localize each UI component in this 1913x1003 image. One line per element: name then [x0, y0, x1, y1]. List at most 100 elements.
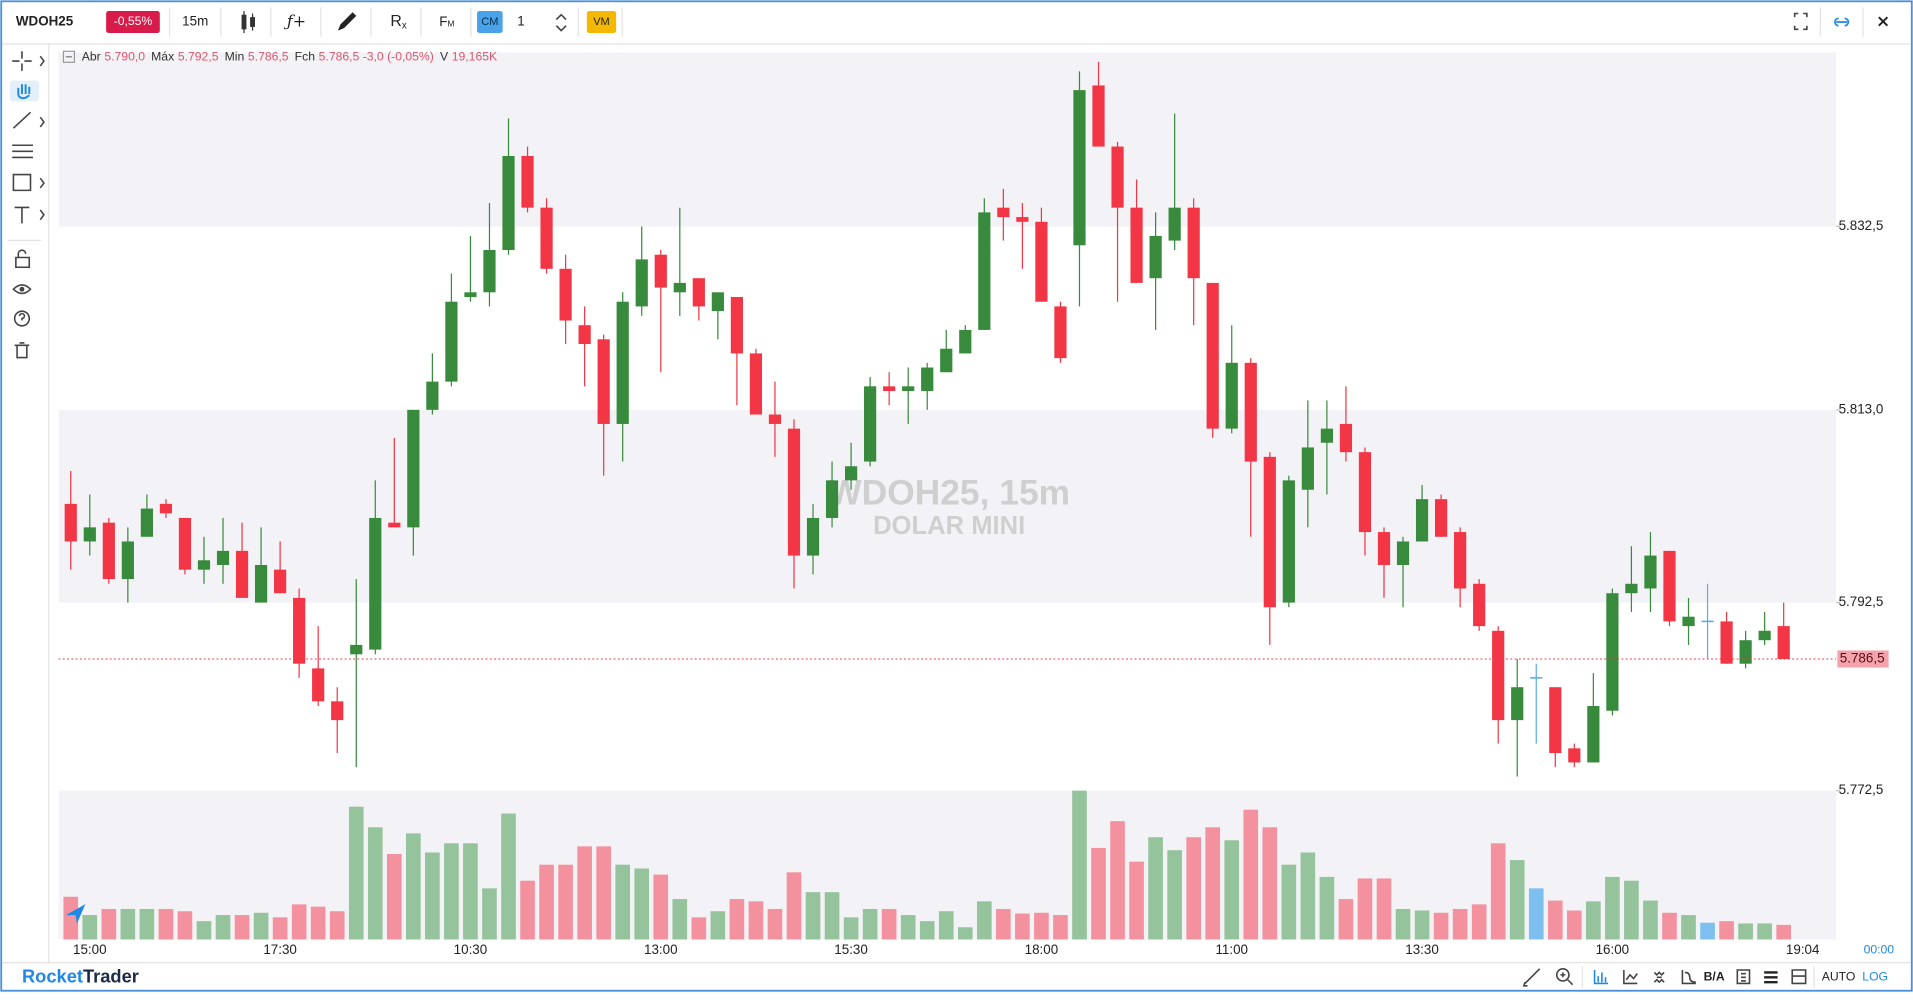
candle-body [1492, 630, 1505, 721]
close-button[interactable] [1878, 16, 1889, 27]
candle-body [959, 329, 972, 354]
bid-ask-toggle[interactable]: B/A [1704, 970, 1725, 984]
volume-bar [82, 915, 98, 940]
volume-bar [729, 899, 745, 940]
help-tool[interactable] [13, 310, 31, 327]
crosshair-tool[interactable] [12, 51, 45, 71]
candle-body [1168, 207, 1181, 241]
candle-body [597, 339, 610, 424]
volume-bar [843, 917, 859, 940]
text-tool[interactable] [14, 206, 45, 224]
volume-toggle[interactable] [1593, 969, 1608, 985]
ohlc-label: Fch [295, 50, 315, 64]
panel-toggle[interactable] [1791, 969, 1807, 985]
navigate-button[interactable] [65, 904, 86, 924]
reset-button[interactable]: Rx [390, 13, 406, 31]
volume-bar [1205, 827, 1221, 940]
volume-bar [634, 868, 650, 940]
price-band [58, 409, 1837, 603]
candle-body [1663, 550, 1676, 622]
volume-bar [976, 901, 992, 940]
shape-tool[interactable] [12, 173, 45, 192]
lock-tool[interactable] [15, 249, 31, 269]
volume-bar [1034, 912, 1049, 940]
auto-scale[interactable]: AUTO [1822, 970, 1856, 984]
volume-bar [1072, 790, 1087, 940]
ohlc-label: Máx [151, 50, 174, 64]
volume-bar [957, 927, 973, 940]
count[interactable]: 1 [517, 14, 524, 29]
draw-button[interactable] [337, 12, 357, 31]
symbol[interactable]: WDOH25 [16, 14, 74, 29]
indicators-button[interactable]: ƒ+ [284, 12, 306, 31]
price-band [58, 52, 1837, 227]
book-toggle[interactable] [1736, 969, 1751, 985]
volume-bar [1186, 837, 1201, 940]
volume-bar [862, 908, 878, 940]
zoom-button[interactable] [1555, 967, 1570, 982]
candle-body [331, 701, 344, 721]
candle-body [692, 278, 705, 307]
candle-body [1301, 447, 1314, 490]
curve-toggle[interactable] [1681, 969, 1696, 985]
volume-bar [463, 843, 478, 940]
volume-bar [444, 843, 459, 940]
candle-type-button[interactable] [241, 11, 255, 34]
vm: VM [593, 16, 609, 28]
candle-body [1073, 90, 1086, 246]
volume-bar [1509, 860, 1525, 940]
y-tick-label: 5.813,0 [1839, 401, 1884, 416]
ruler-button[interactable] [1522, 968, 1541, 987]
link-button[interactable] [1834, 17, 1850, 27]
candle-body [1016, 217, 1029, 222]
line-toggle[interactable] [1623, 969, 1638, 985]
candle-body [635, 259, 648, 307]
candle-body [388, 522, 401, 528]
visibility-tool[interactable] [12, 284, 32, 295]
volume-bar [1414, 910, 1430, 940]
volume-bar [596, 846, 611, 940]
candle-body [749, 353, 763, 415]
volume-bar [938, 911, 954, 940]
collapse-box[interactable] [62, 50, 76, 63]
candle-body [711, 292, 724, 312]
fib-tool[interactable] [12, 144, 33, 159]
hand-tool-bg[interactable] [9, 80, 40, 102]
volume-bar [653, 874, 669, 940]
volume-bar [196, 921, 212, 940]
candle-body [1415, 499, 1429, 542]
candle-body [178, 517, 192, 570]
vm-badge[interactable] [586, 11, 617, 34]
grid-toggle[interactable] [1653, 971, 1665, 984]
spinner[interactable] [555, 13, 567, 32]
interval[interactable]: 15m [182, 14, 208, 29]
candle-body [350, 644, 363, 655]
volume-bar [1015, 913, 1030, 940]
volume-bar [1395, 908, 1411, 940]
candle-body [1473, 583, 1486, 627]
watermark-symbol: WDOH25, 15m [828, 474, 1070, 513]
volume-bar [1719, 921, 1734, 940]
log-scale[interactable]: LOG [1862, 970, 1888, 984]
candle-body [806, 517, 820, 556]
delete-tool[interactable] [14, 342, 30, 359]
fullscreen-button[interactable] [1793, 12, 1808, 31]
hand-tool[interactable] [17, 84, 31, 100]
candle-body [483, 249, 496, 293]
cm-badge[interactable] [477, 11, 503, 34]
volume-bar [786, 872, 802, 940]
volume-bar [1243, 809, 1259, 940]
volume-bar [539, 864, 554, 940]
fm-button[interactable]: FM [439, 14, 454, 29]
volume-bar [1148, 837, 1163, 940]
volume-bar [805, 892, 821, 940]
volume-bar [1738, 923, 1753, 940]
ohlc-value: 5.786,5 -3,0 (-0,05%) [319, 50, 434, 64]
candle-body [235, 550, 249, 598]
line-tool[interactable] [12, 111, 45, 129]
volume-bar [177, 911, 193, 940]
volume-bar [996, 908, 1011, 940]
left-toolbar [7, 43, 50, 963]
ohlc-value: 5.786,5 [248, 50, 289, 64]
times-toggle[interactable] [1764, 971, 1778, 984]
